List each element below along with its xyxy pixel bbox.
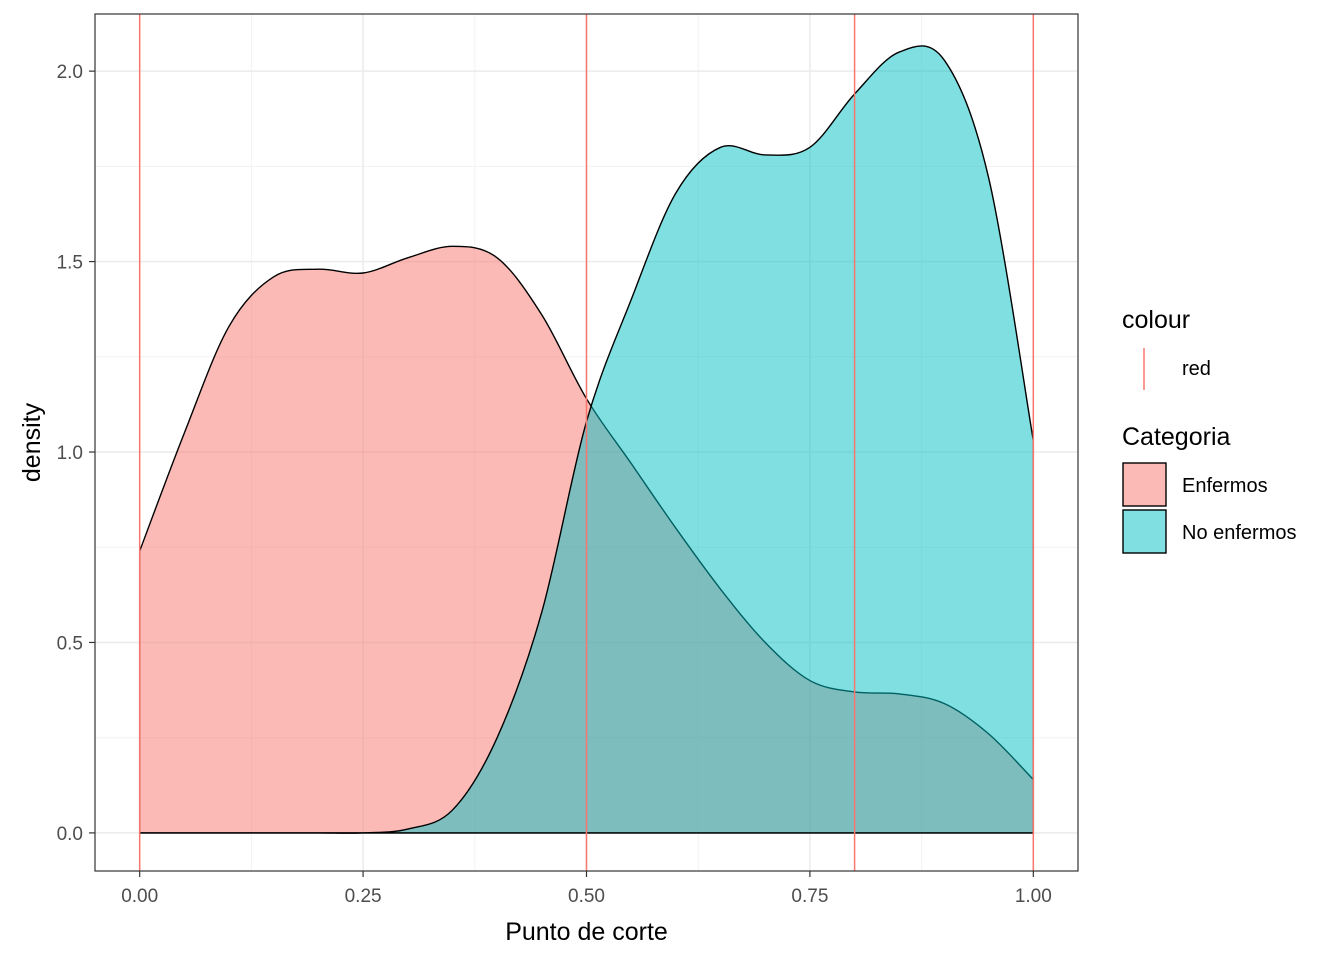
legend-title: colour: [1122, 306, 1190, 334]
legend-title: Categoria: [1122, 423, 1230, 451]
x-tick-label: 0.50: [568, 886, 605, 907]
x-tick-label: 0.25: [345, 886, 382, 907]
y-tick-label: 0.5: [57, 633, 83, 654]
x-tick-label: 0.75: [791, 886, 828, 907]
y-tick-label: 2.0: [57, 62, 83, 83]
y-tick-label: 0.0: [57, 824, 83, 845]
x-tick-label: 0.00: [121, 886, 158, 907]
cutoff-lines: [138, 14, 1035, 871]
y-tick-label: 1.0: [57, 443, 83, 464]
legend-label: red: [1182, 358, 1211, 380]
x-axis-title: Punto de corte: [505, 918, 668, 946]
legend-label: Enfermos: [1182, 475, 1268, 497]
legend-key-swatch: [1122, 462, 1167, 507]
x-tick-label: 1.00: [1015, 886, 1052, 907]
legend-label: No enfermos: [1182, 522, 1297, 544]
y-axis: 0.0 0.5 1.0 1.5 2.0: [57, 62, 95, 845]
legend-key-swatch: [1122, 509, 1167, 554]
y-tick-label: 1.5: [57, 253, 83, 274]
x-axis: 0.00 0.25 0.50 0.75 1.00: [121, 871, 1052, 907]
y-axis-title: density: [18, 402, 46, 482]
legend: colour red Categoria Enfermos No enfermos: [1122, 306, 1297, 554]
